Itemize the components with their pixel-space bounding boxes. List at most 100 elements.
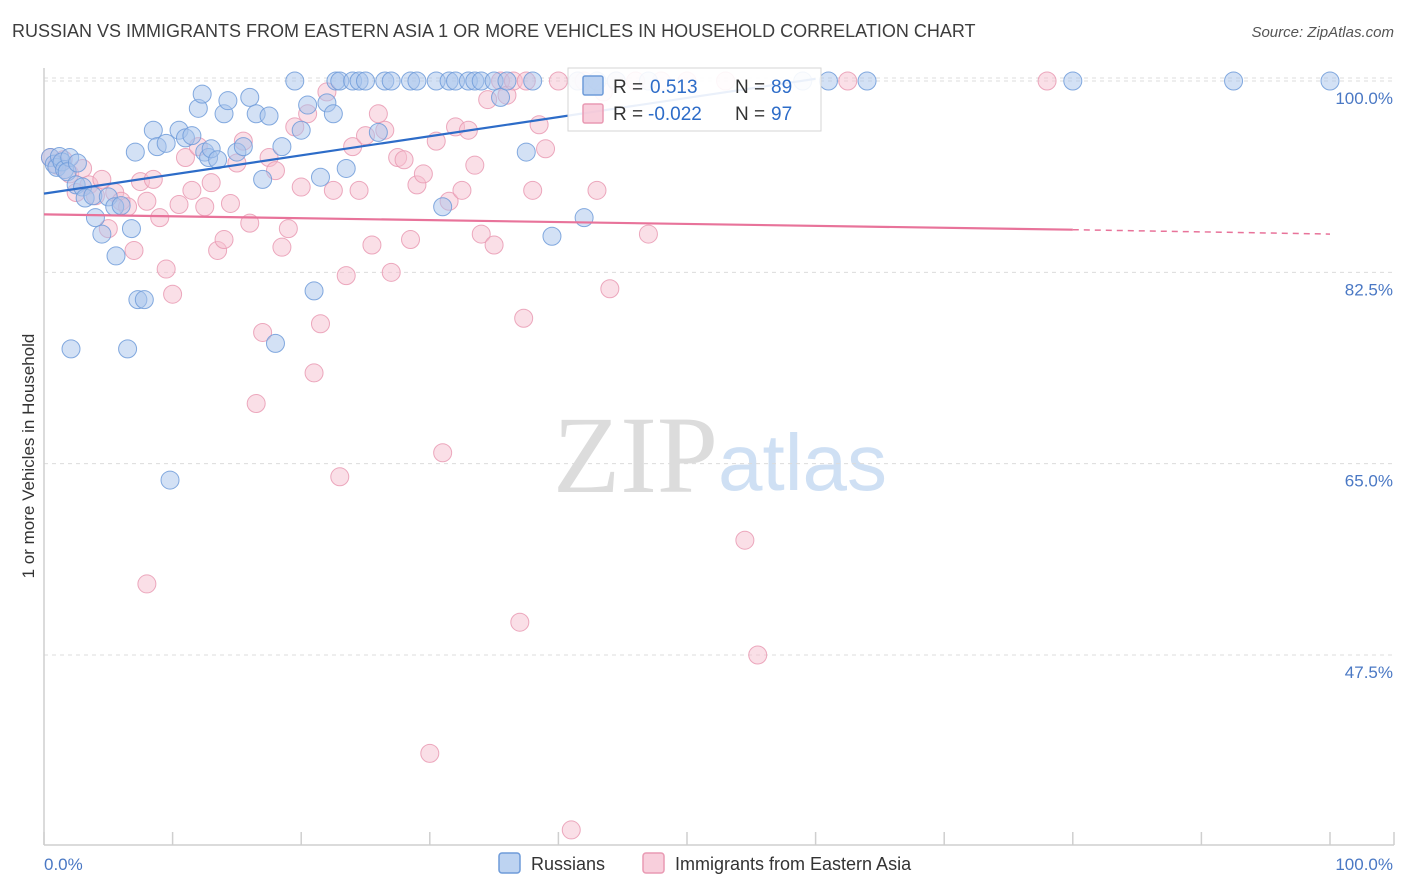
russians-point xyxy=(407,71,427,91)
y-tick-label: 47.5% xyxy=(1345,663,1393,682)
legend-immigrants-n-label: N = xyxy=(735,104,765,125)
russians-point xyxy=(542,226,562,246)
immigrants-point xyxy=(600,279,620,299)
russians-point xyxy=(356,71,375,91)
russians-point xyxy=(304,281,324,301)
y-axis-tick-labels: 47.5% 65.0% 82.5% 100.0% xyxy=(1335,89,1393,682)
immigrants-point xyxy=(272,237,292,257)
watermark-zip: ZIP xyxy=(553,394,718,516)
russians-point xyxy=(61,339,81,359)
russians-point xyxy=(818,71,838,91)
russians-point xyxy=(134,290,154,310)
russians-point xyxy=(67,153,87,173)
immigrants-point xyxy=(175,148,195,168)
immigrants-point xyxy=(137,574,157,594)
y-tick-label: 82.5% xyxy=(1345,280,1393,299)
russians-point xyxy=(497,71,517,91)
russians-point xyxy=(516,142,536,162)
legend-immigrants-n-value: 97 xyxy=(771,104,792,125)
russians-point xyxy=(1320,71,1340,91)
x-tick-label: 0.0% xyxy=(44,855,83,874)
immigrants-point xyxy=(330,467,350,487)
russians-point xyxy=(118,339,138,359)
russians-point xyxy=(285,71,305,91)
immigrants-point xyxy=(150,208,170,228)
immigrants-point xyxy=(748,645,768,665)
russians-point xyxy=(523,71,543,91)
series-legend-label-russians: Russians xyxy=(531,854,605,874)
russians-point xyxy=(218,91,238,111)
legend-immigrants-r-value: -0.022 xyxy=(648,104,702,125)
immigrants-point xyxy=(253,322,273,342)
correlation-legend: R = 0.513 N = 89 R = -0.022 N = 97 xyxy=(567,67,822,132)
russians-point xyxy=(381,71,401,91)
russians-point xyxy=(85,208,105,228)
russians-point xyxy=(121,219,141,239)
immigrants-point xyxy=(561,820,581,840)
immigrants-point xyxy=(220,193,240,213)
immigrants-trend-extension xyxy=(1072,228,1331,235)
immigrants-point xyxy=(214,230,234,250)
series-legend-swatch-russians xyxy=(498,852,521,874)
immigrants-point xyxy=(201,173,221,193)
legend-swatch-russians xyxy=(582,75,604,96)
legend-immigrants-r-label: R = xyxy=(613,104,643,125)
immigrants-point xyxy=(291,177,311,197)
legend-box xyxy=(567,67,822,132)
series-legend: Russians Immigrants from Eastern Asia xyxy=(498,852,912,874)
legend-russians-n-value: 89 xyxy=(771,77,792,98)
russians-point xyxy=(240,87,260,107)
immigrants-point xyxy=(163,284,183,304)
immigrants-point xyxy=(638,224,658,244)
russians-point xyxy=(291,120,311,140)
series-immigrants-points xyxy=(40,71,1057,840)
immigrants-point xyxy=(182,180,202,200)
russians-point xyxy=(160,470,180,490)
russians-point xyxy=(368,122,388,142)
immigrants-point xyxy=(735,530,755,550)
y-axis-title: 1 or more Vehicles in Household xyxy=(19,334,38,579)
legend-swatch-immigrants xyxy=(582,103,604,124)
immigrants-point xyxy=(536,139,556,159)
immigrants-point xyxy=(246,394,266,414)
immigrants-point xyxy=(510,612,530,632)
immigrants-point xyxy=(381,262,401,282)
legend-russians-n-label: N = xyxy=(735,77,765,98)
immigrants-point xyxy=(362,235,382,255)
immigrants-point xyxy=(523,180,543,200)
russians-point xyxy=(491,87,511,107)
russians-point xyxy=(298,95,318,115)
russians-point xyxy=(125,142,145,162)
immigrants-point xyxy=(587,180,607,200)
immigrants-point xyxy=(169,195,189,215)
russians-point xyxy=(336,158,356,178)
x-axis-tick-labels: 0.0% 100.0% xyxy=(44,855,1393,874)
immigrants-point xyxy=(465,155,485,175)
russians-point xyxy=(182,126,202,146)
immigrants-trend-line xyxy=(43,213,1073,231)
immigrants-point xyxy=(304,363,324,383)
russians-point xyxy=(310,167,330,187)
chart-title: RUSSIAN VS IMMIGRANTS FROM EASTERN ASIA … xyxy=(12,21,976,41)
russians-point xyxy=(192,84,212,104)
russians-point xyxy=(111,196,131,216)
series-legend-swatch-immigrants xyxy=(642,852,665,874)
russians-point xyxy=(272,137,292,157)
russians-point xyxy=(323,104,343,124)
immigrants-point xyxy=(433,443,453,463)
series-russians-points xyxy=(40,71,1340,490)
immigrants-point xyxy=(420,743,440,763)
russians-point xyxy=(857,71,877,91)
immigrants-point xyxy=(349,180,369,200)
immigrants-point xyxy=(240,213,260,233)
y-tick-label: 100.0% xyxy=(1335,89,1393,108)
immigrants-point xyxy=(143,169,163,189)
russians-point xyxy=(1224,71,1244,91)
russians-point xyxy=(259,106,279,126)
watermark: ZIP atlas xyxy=(553,394,887,516)
legend-russians-r-label: R = xyxy=(613,77,643,98)
x-tick-label: 100.0% xyxy=(1335,855,1393,874)
russians-point xyxy=(106,246,126,266)
russians-point xyxy=(92,224,112,244)
